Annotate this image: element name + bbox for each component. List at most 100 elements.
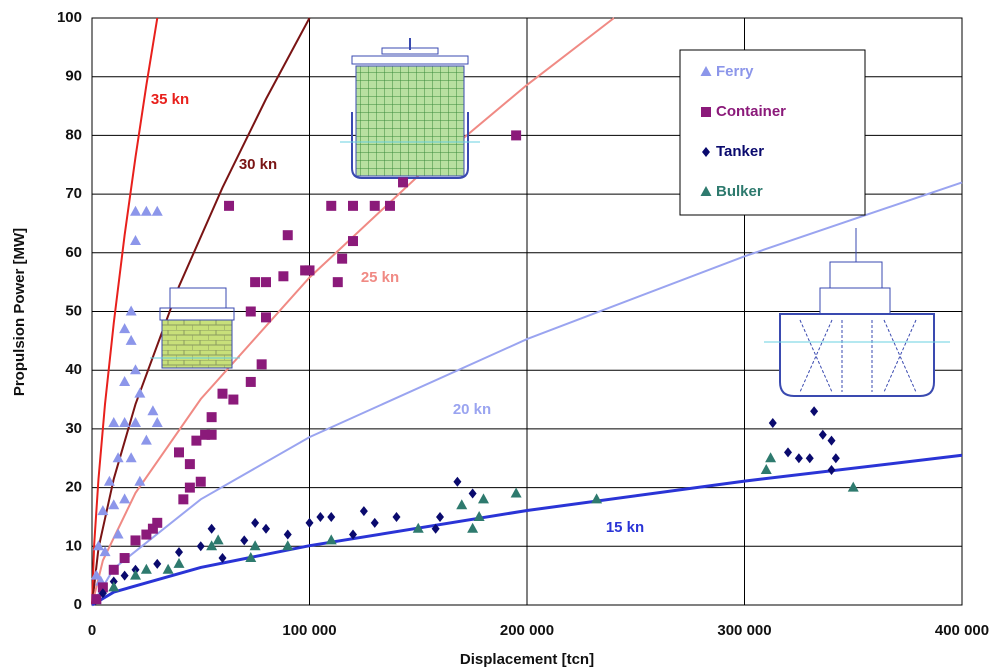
data-point: [304, 265, 315, 276]
ship-ferry: [150, 287, 240, 369]
data-point: [359, 506, 368, 517]
data-point: [196, 541, 205, 552]
data-point: [468, 488, 477, 499]
data-point: [467, 522, 479, 533]
data-point: [456, 499, 468, 510]
legend-marker: [700, 66, 712, 76]
data-point: [810, 406, 819, 417]
legend-box: [679, 49, 866, 216]
data-point: [245, 306, 256, 317]
data-point: [140, 563, 152, 574]
y-tick-label: 100: [57, 9, 82, 26]
x-tick-label: 200 000: [500, 622, 554, 639]
legend-label: Ferry: [716, 63, 754, 80]
data-point: [175, 547, 183, 558]
data-point: [130, 364, 141, 375]
data-point: [130, 417, 141, 428]
y-tick-label: 60: [65, 244, 82, 261]
y-tick-label: 10: [65, 537, 82, 554]
data-point: [184, 459, 195, 470]
data-point: [827, 435, 836, 446]
data-point: [147, 405, 159, 416]
data-point: [206, 429, 217, 440]
data-point: [99, 546, 111, 557]
data-point: [473, 510, 485, 521]
data-point: [103, 475, 115, 486]
data-point: [251, 517, 260, 528]
curve-label: 20 kn: [453, 401, 491, 418]
data-point: [130, 235, 141, 246]
legend-label: Container: [716, 103, 786, 120]
data-point: [349, 529, 357, 540]
x-tick-label: 400 000: [935, 622, 989, 639]
data-point: [119, 323, 131, 334]
legend: Ferry Container Tanker Bulker: [700, 63, 786, 200]
y-tick-label: 80: [65, 126, 82, 143]
legend-marker: [702, 147, 710, 157]
data-point: [511, 130, 522, 141]
x-axis-label: Displacement [tcn]: [460, 651, 594, 668]
legend-label: Bulker: [716, 183, 763, 200]
ship-container: [340, 38, 480, 179]
data-point: [174, 447, 184, 458]
curve-label: 35 kn: [151, 91, 189, 108]
data-point: [119, 553, 130, 564]
data-point: [108, 499, 120, 510]
data-point: [370, 517, 379, 528]
data-point: [847, 481, 859, 492]
data-point: [261, 277, 271, 288]
y-tick-label: 70: [65, 185, 82, 202]
data-point: [173, 557, 185, 568]
data-point: [278, 271, 289, 282]
x-tick-label: 100 000: [282, 622, 336, 639]
data-point: [224, 200, 235, 211]
curve-label: 25 kn: [361, 269, 399, 286]
points: [90, 130, 859, 605]
data-point: [212, 534, 224, 545]
data-point: [91, 594, 102, 605]
data-point: [108, 417, 120, 428]
data-point: [348, 200, 358, 211]
data-point: [794, 453, 803, 464]
data-point: [134, 387, 146, 398]
data-point: [398, 177, 409, 188]
data-point: [206, 540, 218, 551]
data-point: [283, 529, 292, 540]
data-point: [436, 511, 444, 522]
data-point: [262, 523, 270, 534]
data-point: [153, 558, 162, 569]
data-point: [478, 493, 489, 504]
data-point: [327, 511, 336, 522]
data-point: [325, 534, 337, 545]
data-point: [245, 376, 256, 387]
data-point: [305, 517, 314, 528]
data-point: [98, 588, 107, 599]
data-point: [337, 253, 348, 264]
x-tick-label: 0: [88, 622, 96, 639]
data-point: [120, 570, 129, 581]
data-point: [760, 463, 772, 474]
data-point: [326, 200, 337, 211]
speed-curve: [91, 17, 311, 606]
data-point: [348, 236, 358, 247]
data-point: [827, 464, 836, 475]
data-point: [282, 230, 293, 241]
y-tick-label: 90: [65, 68, 82, 85]
data-point: [510, 487, 522, 498]
data-point: [90, 569, 102, 580]
data-point: [818, 429, 827, 440]
curve-label: 30 kn: [239, 156, 277, 173]
data-point: [250, 277, 261, 288]
data-point: [119, 375, 131, 386]
data-point: [245, 552, 257, 563]
ship-tanker: [764, 228, 950, 397]
data-point: [831, 453, 840, 464]
x-tick-label: 300 000: [717, 622, 771, 639]
data-point: [130, 535, 141, 546]
data-point: [784, 447, 792, 458]
data-point: [119, 493, 131, 504]
legend-marker: [700, 186, 712, 196]
y-tick-label: 50: [65, 302, 82, 319]
data-point: [97, 505, 109, 516]
data-point: [125, 452, 137, 463]
